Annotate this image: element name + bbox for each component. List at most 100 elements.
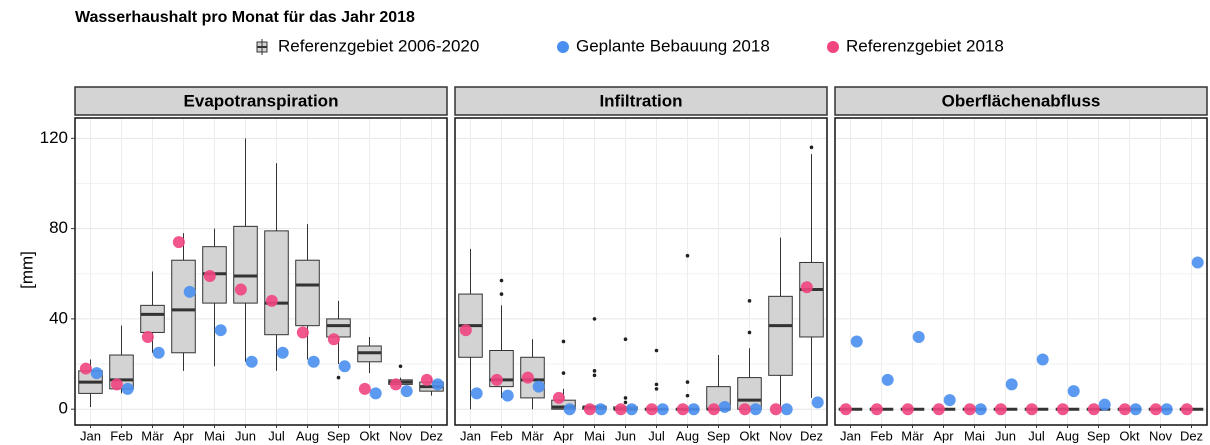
- outlier: [592, 369, 597, 373]
- point: [1067, 385, 1080, 398]
- strip: [834, 86, 1208, 116]
- outlier: [623, 400, 628, 405]
- y-tick-label: 80: [49, 218, 68, 237]
- point: [203, 270, 216, 283]
- panel: [75, 118, 447, 425]
- strip: [74, 86, 448, 116]
- outlier: [561, 339, 566, 344]
- point: [214, 324, 227, 337]
- x-tick-label: Okt: [739, 428, 760, 443]
- x-tick-label: Dez: [800, 428, 823, 443]
- point: [1005, 378, 1018, 391]
- x-tick-label: Aug: [296, 428, 319, 443]
- point: [932, 403, 945, 416]
- point: [749, 403, 762, 416]
- point: [400, 385, 413, 398]
- point: [79, 362, 92, 375]
- legend-label: Referenzgebiet 2006-2020: [278, 36, 479, 55]
- point: [90, 367, 103, 380]
- point: [431, 378, 444, 391]
- x-tick-label: Jul: [1028, 428, 1045, 443]
- x-tick-label: Jan: [460, 428, 481, 443]
- outlier: [685, 380, 690, 384]
- point: [901, 403, 914, 416]
- y-tick-label: 0: [59, 399, 68, 418]
- strip: [454, 86, 828, 116]
- box: [799, 261, 824, 338]
- point: [296, 326, 309, 339]
- legend-dot: [827, 41, 839, 53]
- x-tick-label: Sep: [707, 428, 730, 443]
- point: [552, 391, 565, 404]
- x-tick-label: Jul: [648, 428, 665, 443]
- chart-title: Wasserhaushalt pro Monat für das Jahr 20…: [75, 9, 415, 26]
- outlier: [336, 375, 341, 380]
- box: [295, 259, 320, 327]
- point: [800, 281, 813, 294]
- point: [276, 346, 289, 359]
- point: [141, 330, 154, 343]
- point: [1025, 403, 1038, 416]
- outlier: [623, 337, 628, 342]
- point: [769, 403, 782, 416]
- x-tick-label: Apr: [933, 428, 954, 443]
- point: [1118, 403, 1131, 416]
- facet-title: Evapotranspiration: [184, 91, 339, 110]
- point: [490, 373, 503, 386]
- panel-border: [834, 117, 1208, 426]
- point: [183, 285, 196, 298]
- x-tick-label: Jun: [235, 428, 256, 443]
- point: [676, 403, 689, 416]
- point: [369, 387, 382, 400]
- point: [870, 403, 883, 416]
- point: [327, 333, 340, 346]
- x-tick-label: Mai: [964, 428, 985, 443]
- outlier: [685, 253, 690, 258]
- outlier: [654, 348, 659, 353]
- outlier: [809, 145, 814, 150]
- x-tick-label: Mär: [521, 428, 544, 443]
- point: [1149, 403, 1162, 416]
- outlier: [592, 373, 597, 378]
- outlier: [747, 299, 752, 303]
- y-axis-label: [mm]: [17, 251, 36, 289]
- x-tick-label: Jan: [80, 428, 101, 443]
- point: [338, 360, 351, 373]
- point: [1098, 398, 1111, 411]
- box: [264, 230, 289, 336]
- outlier: [623, 396, 628, 400]
- point: [1129, 403, 1142, 416]
- x-tick-label: Aug: [676, 428, 699, 443]
- x-tick-label: Sep: [327, 428, 350, 443]
- point: [656, 403, 669, 416]
- point: [994, 403, 1007, 416]
- x-tick-label: Mai: [204, 428, 225, 443]
- panel: [835, 118, 1207, 425]
- panel-border: [74, 117, 448, 426]
- point: [521, 371, 534, 384]
- y-tick-label: 40: [49, 308, 68, 327]
- point: [738, 403, 751, 416]
- x-tick-label: Okt: [1119, 428, 1140, 443]
- x-tick-label: Apr: [553, 428, 574, 443]
- point: [1087, 403, 1100, 416]
- point: [307, 355, 320, 368]
- outlier: [398, 364, 403, 369]
- legend-dot: [557, 41, 569, 53]
- x-tick-label: Feb: [110, 428, 132, 443]
- x-tick-label: Aug: [1056, 428, 1079, 443]
- x-tick-label: Dez: [420, 428, 443, 443]
- outlier: [499, 292, 504, 296]
- outlier: [654, 387, 659, 391]
- x-tick-label: Dez: [1180, 428, 1203, 443]
- outlier: [499, 278, 504, 283]
- facet-title: Infiltration: [599, 91, 682, 110]
- box: [140, 304, 165, 333]
- x-tick-label: Apr: [173, 428, 194, 443]
- box: [326, 318, 351, 338]
- point: [839, 403, 852, 416]
- panel: [455, 118, 827, 425]
- legend-label: Geplante Bebauung 2018: [576, 36, 770, 55]
- legend-label: Referenzgebiet 2018: [846, 36, 1004, 55]
